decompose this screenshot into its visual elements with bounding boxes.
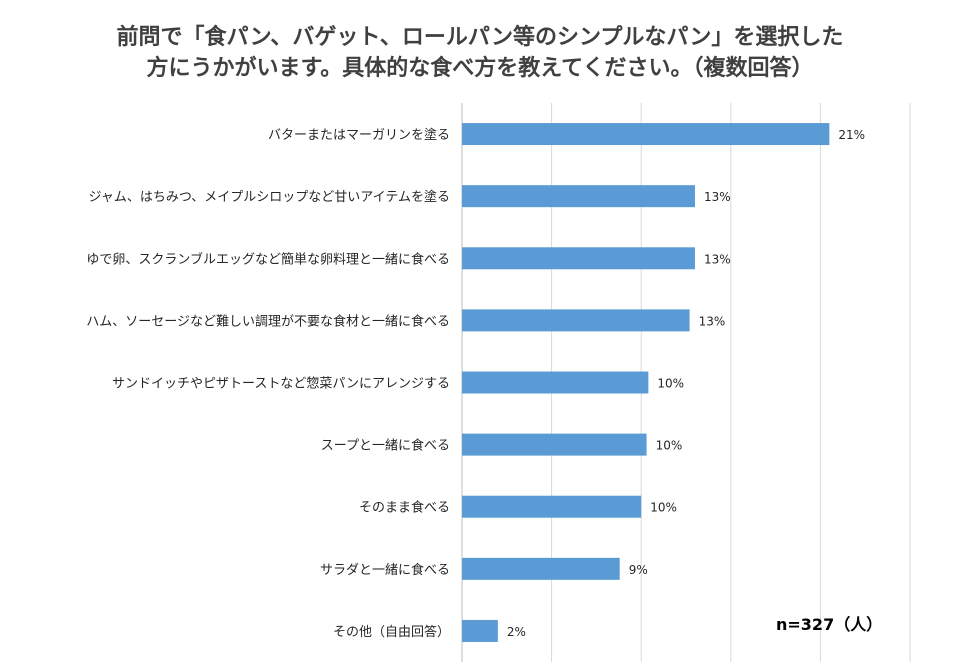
data-label: 13%: [704, 252, 731, 266]
bar: [462, 247, 695, 270]
chart-title-line-1: 前問で「食パン、バゲット、ロールパン等のシンプルなパン」を選択した: [116, 25, 844, 50]
data-label: 10%: [657, 377, 684, 391]
category-label: ハム、ソーセージなど難しい調理が不要な食材と一緒に食べる: [86, 313, 450, 329]
category-label: そのまま食べる: [359, 500, 450, 516]
category-label: サラダと一緒に食べる: [320, 562, 450, 578]
data-label: 13%: [699, 314, 726, 328]
category-label: バターまたはマーガリンを塗る: [268, 127, 450, 143]
bar: [462, 619, 498, 642]
chart-title-line-2: 方にうかがいます。具体的な食べ方を教えてください。（複数回答）: [146, 56, 814, 81]
data-label: 13%: [704, 190, 731, 204]
category-label: スープと一緒に食べる: [321, 438, 450, 454]
data-label: 2%: [507, 625, 526, 639]
bar: [462, 371, 649, 394]
data-label: 10%: [650, 501, 677, 515]
category-label: ゆで卵、スクランブルエッグなど簡単な卵料理と一緒に食べる: [86, 251, 450, 267]
bar: [462, 557, 620, 580]
data-label: 9%: [629, 563, 648, 577]
sample-size-note: n=327（人）: [776, 615, 883, 634]
bar: [462, 433, 647, 456]
bar: [462, 123, 830, 146]
data-label: 21%: [838, 128, 865, 142]
bar: [462, 185, 695, 208]
category-label: サンドイッチやピザトーストなど惣菜パンにアレンジする: [112, 377, 450, 392]
data-label: 10%: [656, 439, 683, 453]
category-label: その他（自由回答）: [333, 624, 450, 640]
chart-title: 前問で「食パン、バゲット、ロールパン等のシンプルなパン」を選択した 方にうかがい…: [0, 22, 960, 84]
category-label: ジャム、はちみつ、メイプルシロップなど甘いアイテムを塗る: [88, 189, 450, 205]
bar: [462, 495, 642, 518]
bar: [462, 309, 690, 332]
